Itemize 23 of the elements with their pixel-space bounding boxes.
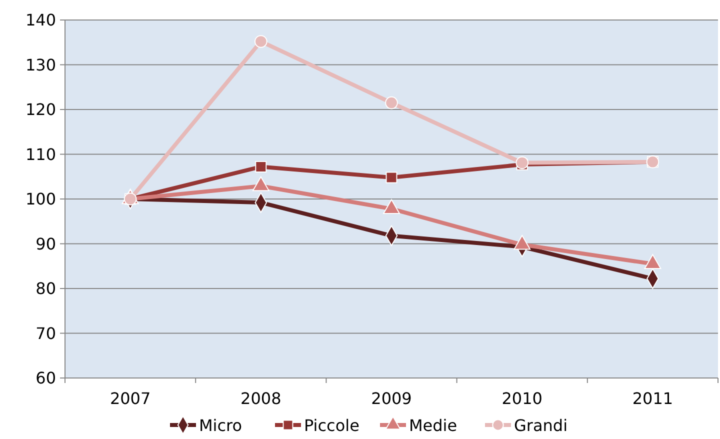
y-tick-label: 80 <box>36 279 56 298</box>
y-tick-label: 110 <box>25 144 56 164</box>
y-tick-label: 60 <box>36 368 56 388</box>
y-tick-label: 130 <box>25 55 56 74</box>
y-tick-label: 100 <box>25 190 56 209</box>
point <box>385 96 398 110</box>
x-tick-label: 2007 <box>110 389 151 408</box>
legend-label: Piccole <box>304 416 360 435</box>
y-tick-label: 120 <box>25 100 56 120</box>
legend-label: Medie <box>409 416 458 435</box>
y-tick-label: 90 <box>36 234 56 254</box>
legend-label: Grandi <box>514 416 568 435</box>
legend-label: Micro <box>199 416 242 435</box>
point <box>516 156 529 170</box>
point <box>255 161 267 173</box>
point <box>254 35 268 48</box>
point <box>386 172 398 184</box>
x-tick-label: 2009 <box>371 389 412 408</box>
x-tick-label: 2011 <box>632 389 674 408</box>
x-tick-label: 2010 <box>502 389 542 408</box>
y-tick-label: 70 <box>36 324 56 343</box>
x-tick-label: 2008 <box>240 389 282 408</box>
y-tick-label: 140 <box>25 10 56 30</box>
